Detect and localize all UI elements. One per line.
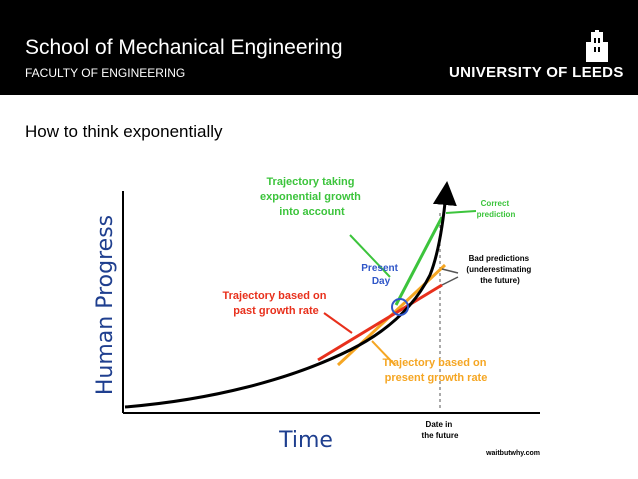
bad-prediction-arrow-2 (441, 276, 459, 286)
present-growth-label-line: Trajectory based on (383, 357, 487, 369)
present-growth-label-line: present growth rate (385, 372, 488, 384)
past-growth-label-line: Trajectory based on (223, 290, 327, 302)
slide-title: How to think exponentially (25, 122, 223, 141)
y-axis-label: Human Progress (93, 215, 118, 395)
correct-prediction-label: Correct prediction (477, 199, 516, 219)
correct-prediction-label-line: Correct (481, 199, 510, 208)
correct-prediction-label-line: prediction (477, 210, 516, 219)
present-growth-label-arrow (371, 340, 396, 366)
exponential-label-line: into account (279, 206, 345, 218)
progress-curve (124, 181, 457, 409)
correct-prediction-arrow (445, 210, 477, 214)
university-logo-text: UNIVERSITY OF LEEDS (449, 64, 624, 81)
exponential-label-line: exponential growth (260, 191, 361, 203)
university-tower-icon (586, 30, 608, 62)
present-day-marker (391, 298, 409, 316)
figure-credit: waitbutwhy.com (485, 450, 540, 457)
present-day-label-line: Day (372, 276, 391, 287)
x-axis-label: Time (278, 428, 333, 453)
past-growth-label-line: past growth rate (233, 305, 319, 317)
header-title: School of Mechanical Engineering (25, 36, 343, 59)
exponential-label: Trajectory taking exponential growth int… (260, 176, 364, 218)
past-growth-trajectory (317, 283, 443, 362)
past-growth-label: Trajectory based on past growth rate (223, 290, 330, 317)
future-date-label-line: Date in (426, 420, 453, 429)
bad-predictions-label-line: Bad predictions (469, 254, 530, 263)
exponential-label-arrow (349, 234, 391, 278)
bad-prediction-arrow-1 (441, 268, 459, 274)
bad-predictions-label: Bad predictions (underestimating the fut… (466, 254, 533, 285)
bad-predictions-label-line: (underestimating (466, 265, 531, 274)
exponential-growth-diagram: Human Progress Time Trajectory taking ex… (93, 176, 540, 457)
present-growth-label: Trajectory based on present growth rate (383, 357, 490, 384)
future-date-label-line: the future (422, 431, 459, 440)
future-date-label: Date in the future (422, 420, 459, 440)
exponential-trajectory (394, 216, 444, 306)
bad-predictions-label-line: the future) (480, 276, 520, 285)
present-day-label-line: Present (361, 263, 398, 274)
exponential-label-line: Trajectory taking (266, 176, 354, 188)
past-growth-label-arrow (323, 312, 353, 334)
header-subtitle: FACULTY OF ENGINEERING (25, 66, 186, 80)
present-day-label: Present Day (361, 263, 400, 287)
header-bar: School of Mechanical Engineering FACULTY… (0, 0, 638, 95)
